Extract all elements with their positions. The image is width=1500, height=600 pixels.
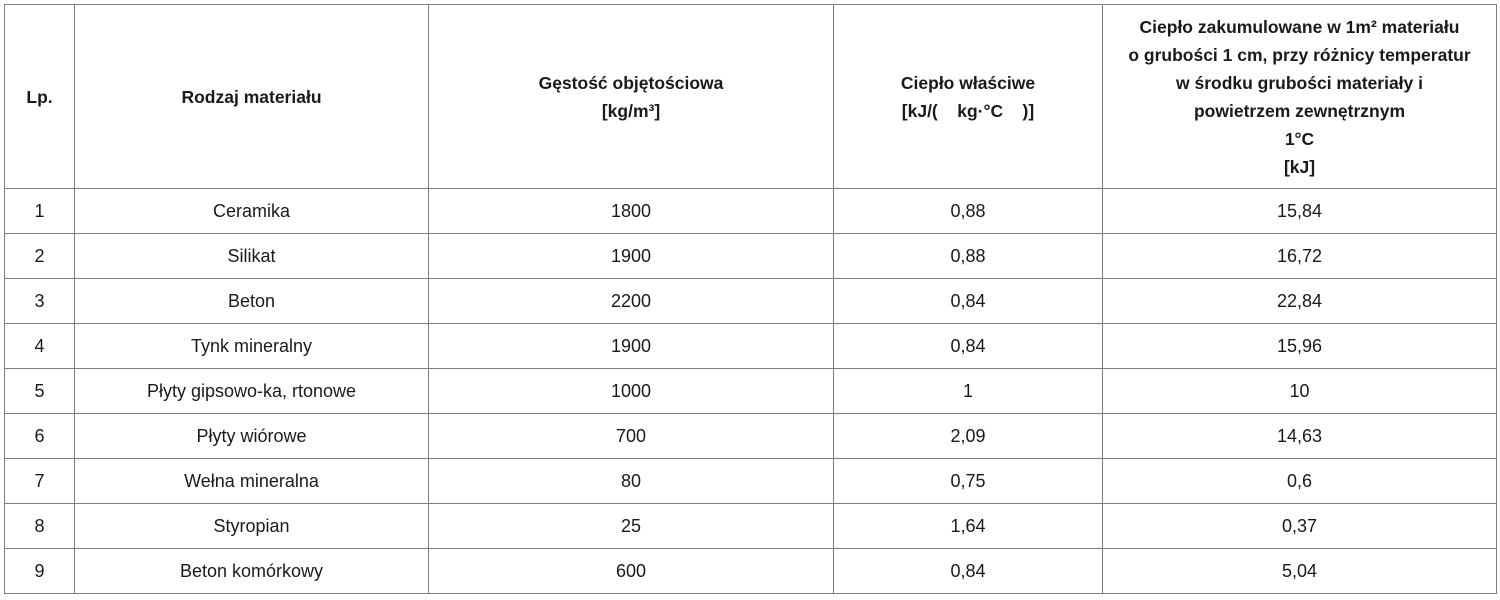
cell-lp: 3 — [4, 278, 75, 324]
table-header: Lp. Rodzaj materiału Gęstość objętościow… — [4, 4, 1497, 189]
column-header-material: Rodzaj materiału — [74, 4, 429, 189]
cell-density: 25 — [428, 503, 834, 549]
cell-lp: 4 — [4, 323, 75, 369]
cell-density: 1000 — [428, 368, 834, 414]
cell-specific-heat: 0,88 — [833, 188, 1103, 234]
cell-specific-heat: 0,84 — [833, 548, 1103, 594]
table-row: 2 Silikat 1900 0,88 16,72 — [4, 233, 1497, 279]
cell-lp: 2 — [4, 233, 75, 279]
column-header-accumulated-heat: Ciepło zakumulowane w 1m² materiału o gr… — [1102, 4, 1497, 189]
cell-lp: 1 — [4, 188, 75, 234]
cell-lp: 9 — [4, 548, 75, 594]
cell-accumulated-heat: 15,96 — [1102, 323, 1497, 369]
table-row: 6 Płyty wiórowe 700 2,09 14,63 — [4, 413, 1497, 459]
cell-accumulated-heat: 16,72 — [1102, 233, 1497, 279]
cell-material: Ceramika — [74, 188, 429, 234]
cell-density: 80 — [428, 458, 834, 504]
cell-material: Tynk mineralny — [74, 323, 429, 369]
materials-table-container: Lp. Rodzaj materiału Gęstość objętościow… — [4, 4, 1497, 594]
cell-density: 700 — [428, 413, 834, 459]
cell-specific-heat: 2,09 — [833, 413, 1103, 459]
cell-accumulated-heat: 22,84 — [1102, 278, 1497, 324]
cell-specific-heat: 1,64 — [833, 503, 1103, 549]
cell-accumulated-heat: 0,6 — [1102, 458, 1497, 504]
cell-material: Beton komórkowy — [74, 548, 429, 594]
cell-accumulated-heat: 14,63 — [1102, 413, 1497, 459]
table-row: 7 Wełna mineralna 80 0,75 0,6 — [4, 458, 1497, 504]
table-row: 9 Beton komórkowy 600 0,84 5,04 — [4, 548, 1497, 594]
cell-lp: 8 — [4, 503, 75, 549]
cell-specific-heat: 0,84 — [833, 323, 1103, 369]
cell-lp: 6 — [4, 413, 75, 459]
cell-specific-heat: 0,88 — [833, 233, 1103, 279]
cell-material: Silikat — [74, 233, 429, 279]
materials-table: Lp. Rodzaj materiału Gęstość objętościow… — [4, 4, 1497, 594]
table-row: 5 Płyty gipsowo-ka, rtonowe 1000 1 10 — [4, 368, 1497, 414]
cell-density: 1800 — [428, 188, 834, 234]
table-body: 1 Ceramika 1800 0,88 15,84 2 Silikat 190… — [4, 188, 1497, 594]
column-header-lp: Lp. — [4, 4, 75, 189]
cell-lp: 7 — [4, 458, 75, 504]
cell-material: Styropian — [74, 503, 429, 549]
column-header-specific-heat: Ciepło właściwe [kJ/( kg·°C )] — [833, 4, 1103, 189]
table-row: 3 Beton 2200 0,84 22,84 — [4, 278, 1497, 324]
header-row: Lp. Rodzaj materiału Gęstość objętościow… — [4, 4, 1497, 189]
cell-density: 1900 — [428, 323, 834, 369]
cell-accumulated-heat: 0,37 — [1102, 503, 1497, 549]
cell-lp: 5 — [4, 368, 75, 414]
table-row: 8 Styropian 25 1,64 0,37 — [4, 503, 1497, 549]
column-header-density: Gęstość objętościowa [kg/m³] — [428, 4, 834, 189]
cell-material: Wełna mineralna — [74, 458, 429, 504]
cell-accumulated-heat: 10 — [1102, 368, 1497, 414]
cell-material: Beton — [74, 278, 429, 324]
cell-specific-heat: 0,84 — [833, 278, 1103, 324]
cell-density: 2200 — [428, 278, 834, 324]
table-row: 4 Tynk mineralny 1900 0,84 15,96 — [4, 323, 1497, 369]
cell-specific-heat: 1 — [833, 368, 1103, 414]
cell-specific-heat: 0,75 — [833, 458, 1103, 504]
cell-material: Płyty wiórowe — [74, 413, 429, 459]
cell-material: Płyty gipsowo-ka, rtonowe — [74, 368, 429, 414]
cell-density: 600 — [428, 548, 834, 594]
cell-accumulated-heat: 15,84 — [1102, 188, 1497, 234]
cell-accumulated-heat: 5,04 — [1102, 548, 1497, 594]
cell-density: 1900 — [428, 233, 834, 279]
table-row: 1 Ceramika 1800 0,88 15,84 — [4, 188, 1497, 234]
